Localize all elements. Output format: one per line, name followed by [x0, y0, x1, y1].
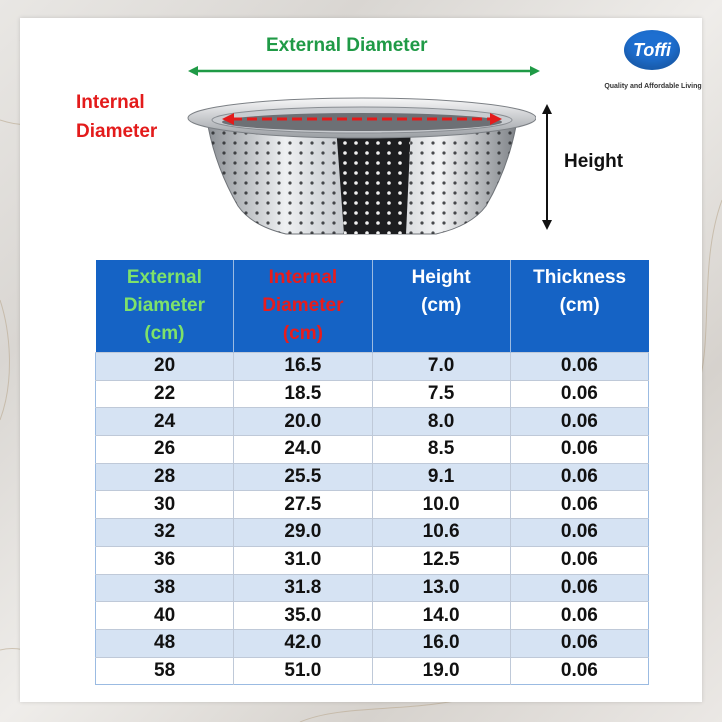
header-line: External	[126, 267, 202, 288]
table-cell: 30	[95, 490, 235, 519]
header-line: Diameter	[123, 295, 206, 316]
table-cell: 0.06	[510, 656, 649, 685]
table-cell: 29.0	[233, 518, 373, 547]
table-row: 30 27.5 10.0 0.06	[95, 490, 649, 519]
table-cell: 0.06	[510, 490, 649, 519]
external-diameter-arrow	[188, 66, 540, 76]
table-cell: 20.0	[233, 407, 373, 436]
table-row: 36 31.0 12.5 0.06	[95, 545, 649, 574]
external-diameter-label: External Diameter	[266, 35, 428, 56]
table-cell: 19.0	[372, 656, 511, 685]
table-cell: 31.0	[233, 545, 373, 574]
table-row: 48 42.0 16.0 0.06	[95, 628, 649, 658]
table-cell: 27.5	[233, 490, 373, 519]
table-row: 38 31.8 13.0 0.06	[95, 573, 649, 602]
table-cell: 0.06	[510, 545, 649, 574]
table-cell: 9.1	[372, 462, 511, 491]
table-cell: 38	[95, 573, 235, 602]
table-row: 28 25.5 9.1 0.06	[95, 462, 649, 491]
table-cell: 51.0	[233, 656, 373, 685]
table-row: 58 51.0 19.0 0.06	[95, 656, 649, 685]
table-row: 22 18.5 7.5 0.06	[95, 379, 649, 408]
table-row: 40 35.0 14.0 0.06	[95, 601, 649, 630]
brand-logo: Toffi Quality and Affordable Living	[598, 30, 708, 110]
table-row: 20 16.5 7.0 0.06	[95, 352, 649, 381]
table-cell: 18.5	[233, 379, 373, 408]
table-row: 26 24.0 8.5 0.06	[95, 435, 649, 464]
logo-tagline: Quality and Affordable Living	[604, 83, 702, 90]
table-cell: 13.0	[372, 573, 511, 602]
table-cell: 31.8	[233, 573, 373, 602]
header-line: (cm)	[144, 323, 185, 344]
table-cell: 7.0	[372, 352, 511, 381]
table-cell: 0.06	[510, 435, 649, 464]
table-cell: 0.06	[510, 518, 649, 547]
colander-bowl-image	[187, 97, 536, 235]
table-cell: 28	[95, 462, 235, 491]
header-height: Height (cm)	[372, 260, 511, 353]
table-cell: 48	[95, 628, 235, 658]
table-cell: 20	[95, 352, 235, 381]
logo-badge: Toffi	[624, 30, 680, 70]
header-line: (cm)	[421, 295, 462, 316]
table-row: 24 20.0 8.0 0.06	[95, 407, 649, 436]
table-cell: 36	[95, 545, 235, 574]
table-cell: 35.0	[233, 601, 373, 630]
table-cell: 8.0	[372, 407, 511, 436]
header-line: Thickness	[533, 267, 627, 288]
header-line: Internal	[268, 267, 338, 288]
height-label: Height	[564, 151, 624, 172]
table-cell: 42.0	[233, 628, 373, 658]
table-cell: 40	[95, 601, 235, 630]
table-header-row: External Diameter (cm) Internal Diameter…	[95, 260, 649, 353]
table-cell: 0.06	[510, 352, 649, 381]
header-line: Height	[411, 267, 471, 288]
header-line: (cm)	[282, 323, 323, 344]
table-cell: 12.5	[372, 545, 511, 574]
table-cell: 0.06	[510, 407, 649, 436]
table-cell: 8.5	[372, 435, 511, 464]
header-internal-diameter: Internal Diameter (cm)	[233, 260, 373, 353]
table-cell: 0.06	[510, 601, 649, 630]
table-cell: 22	[95, 379, 235, 408]
internal-label-line2: Diameter	[76, 121, 158, 142]
table-body: 20 16.5 7.0 0.06 22 18.5 7.5 0.06 24 20.0 8.0 0.06 2…	[95, 352, 649, 685]
size-spec-table: External Diameter (cm) Internal Diameter…	[95, 260, 649, 685]
header-thickness: Thickness (cm)	[510, 260, 649, 353]
table-cell: 0.06	[510, 573, 649, 602]
table-cell: 10.6	[372, 518, 511, 547]
table-cell: 25.5	[233, 462, 373, 491]
internal-label-line1: Internal	[76, 92, 145, 113]
internal-diameter-label: Internal Diameter	[76, 88, 186, 146]
table-cell: 26	[95, 435, 235, 464]
table-cell: 10.0	[372, 490, 511, 519]
table-cell: 7.5	[372, 379, 511, 408]
product-card: Toffi Quality and Affordable Living Exte…	[20, 18, 702, 702]
table-cell: 16.0	[372, 628, 511, 658]
table-cell: 0.06	[510, 462, 649, 491]
table-cell: 16.5	[233, 352, 373, 381]
header-line: (cm)	[559, 295, 600, 316]
table-cell: 58	[95, 656, 235, 685]
header-line: Diameter	[262, 295, 344, 316]
table-row: 32 29.0 10.6 0.06	[95, 518, 649, 547]
header-external-diameter: External Diameter (cm)	[95, 260, 235, 353]
table-cell: 32	[95, 518, 235, 547]
table-cell: 24	[95, 407, 235, 436]
table-cell: 14.0	[372, 601, 511, 630]
table-cell: 0.06	[510, 379, 649, 408]
table-cell: 0.06	[510, 628, 649, 658]
height-arrow	[542, 104, 552, 230]
table-cell: 24.0	[233, 435, 373, 464]
